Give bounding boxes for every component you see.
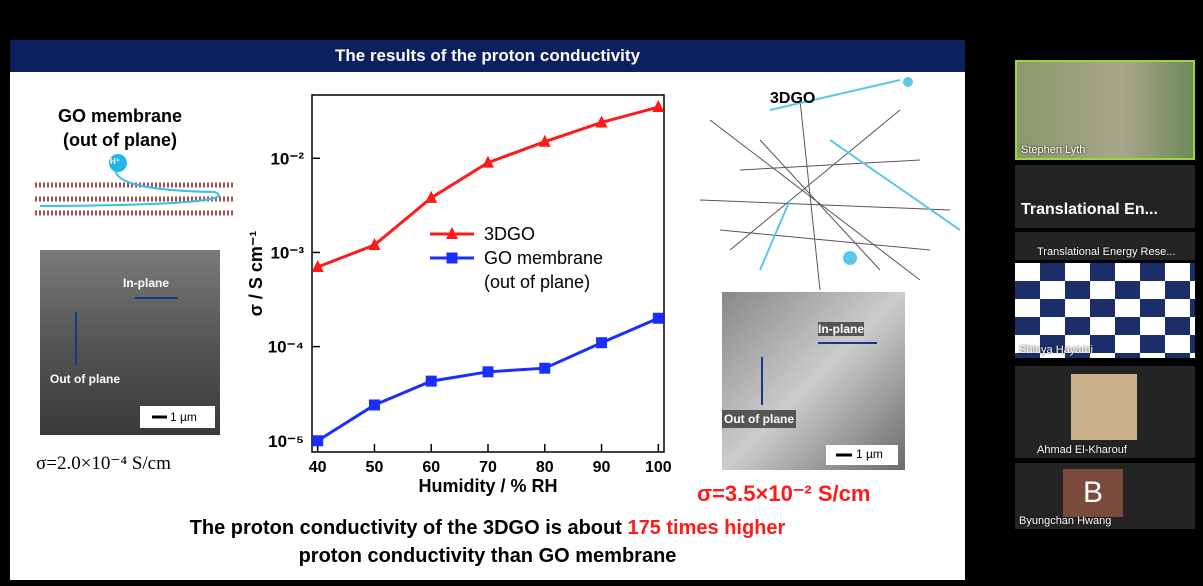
atom xyxy=(903,77,913,87)
scale-label: 1 µm xyxy=(170,410,197,424)
x-tick-label: 60 xyxy=(422,459,440,476)
participant-name: Translational Energy Rese... xyxy=(1037,246,1176,258)
tile: Translational Energy Rese... xyxy=(1015,232,1195,260)
x-tick-label: 80 xyxy=(536,459,554,476)
legend-entry: 3DGO xyxy=(428,222,603,246)
participant-name: Shinya Hayami xyxy=(1019,344,1093,356)
x-tick-label: 70 xyxy=(479,459,497,476)
chart: 10⁻² 10⁻³ 10⁻⁴ 10⁻⁵ 40 50 60 70 80 90 100 Humidity … xyxy=(246,94,672,496)
3dgo-structure xyxy=(699,79,961,291)
x-axis-label: Humidity / % RH xyxy=(418,476,557,496)
series-line xyxy=(316,316,659,443)
video xyxy=(1071,374,1137,440)
legend-entry: GO membrane (out of plane) xyxy=(428,246,603,294)
right-sigma: σ=3.5×10⁻² S/cm xyxy=(697,481,871,506)
y-tick-label: 10⁻³ xyxy=(270,243,304,262)
legend-swatch xyxy=(430,252,474,264)
point xyxy=(368,399,380,411)
x-tick-label: 100 xyxy=(645,459,672,476)
conclusion-text: The proton conductivity of the 3DGO is a… xyxy=(189,517,628,539)
point xyxy=(446,227,458,239)
participant-name: Ahmad El-Kharouf xyxy=(1037,444,1127,456)
point xyxy=(539,362,551,374)
sem-image-left xyxy=(40,250,220,435)
ion-label: H⁺ xyxy=(110,157,120,166)
y-tick-label: 10⁻² xyxy=(270,149,304,168)
point xyxy=(596,337,608,349)
tile: Translational En... xyxy=(1015,165,1195,228)
point xyxy=(425,190,438,203)
point xyxy=(312,435,324,447)
left-label: GO membrane (out of plane) xyxy=(57,106,183,150)
proton xyxy=(109,154,127,172)
point xyxy=(595,115,608,128)
x-tick-label: 50 xyxy=(366,459,384,476)
y-tick-label: 10⁻⁵ xyxy=(268,432,304,451)
y-axis-label: σ / S cm⁻¹ xyxy=(246,231,266,317)
point xyxy=(482,366,494,378)
left-sigma: σ=2.0×10⁻⁴ S/cm xyxy=(36,453,171,474)
scale-box xyxy=(826,445,898,465)
legend-label: 3DGO xyxy=(484,224,536,244)
point xyxy=(368,237,381,250)
sem-image-right xyxy=(722,292,905,470)
sidebar-heading: Translational En... xyxy=(1021,201,1158,218)
scale-box xyxy=(140,406,215,428)
out-of-plane-label: Out of plane xyxy=(50,372,120,386)
in-plane-label: In-plane xyxy=(818,322,865,336)
out-of-plane-label: Out of plane xyxy=(722,410,796,428)
point xyxy=(482,155,494,168)
tile: Ahmad El-Kharouf xyxy=(1015,366,1195,458)
x-tick-label: 90 xyxy=(593,459,611,476)
point xyxy=(652,100,665,113)
point xyxy=(538,134,551,147)
conclusion-highlight: 175 times higher xyxy=(627,517,786,539)
video-tile: Shinya Hayami xyxy=(1015,263,1195,358)
video-tile: Stephen Lyth xyxy=(1015,60,1195,160)
legend: 3DGO GO membrane (out of plane) xyxy=(428,222,603,294)
avatar: B xyxy=(1063,469,1123,517)
in-plane-label: In-plane xyxy=(123,276,170,290)
point xyxy=(446,252,458,264)
point xyxy=(425,375,437,387)
x-tick-label: 40 xyxy=(309,459,327,476)
legend-swatch xyxy=(430,227,474,239)
legend-label: GO membrane (out of plane) xyxy=(484,248,604,292)
slide-title-bar: The results of the proton conductivity xyxy=(10,40,965,72)
proton-path xyxy=(39,162,220,207)
atom xyxy=(843,251,857,265)
point xyxy=(311,260,324,273)
conclusion-text: proton conductivity than GO membrane xyxy=(298,545,677,567)
point xyxy=(652,312,664,324)
tile: B Byungchan Hwang xyxy=(1015,463,1195,529)
conclusion: The proton conductivity of the 3DGO is a… xyxy=(10,514,965,570)
y-tick-label: 10⁻⁴ xyxy=(268,338,304,357)
participant-name: Stephen Lyth xyxy=(1021,144,1086,156)
participant-name: Byungchan Hwang xyxy=(1019,515,1112,527)
scale-label: 1 µm xyxy=(856,447,883,461)
right-label: 3DGO xyxy=(770,90,816,107)
